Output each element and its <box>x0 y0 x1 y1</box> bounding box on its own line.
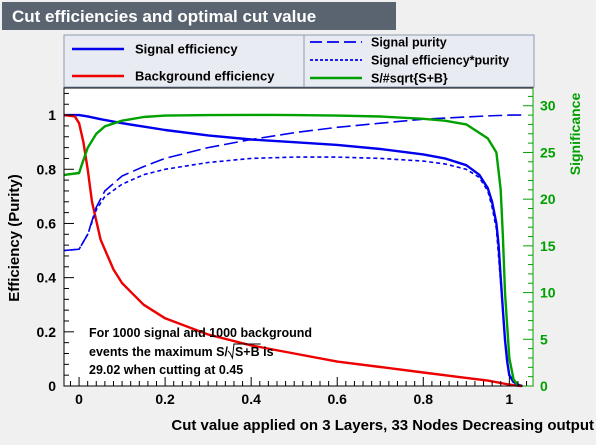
y2-tick-label: 10 <box>540 285 556 301</box>
series-line-5 <box>63 113 519 386</box>
y-axis-label: Efficiency (Purity) <box>6 174 23 302</box>
series-line-3 <box>63 114 523 252</box>
series-group <box>63 113 523 388</box>
y-tick-label: 0.4 <box>37 270 57 286</box>
y-tick-label: 0.8 <box>37 161 57 177</box>
legend-label-4: Signal efficiency*purity <box>371 54 509 68</box>
y2-tick-label: 5 <box>540 331 548 347</box>
y-axis-right: 0 5 10 15 20 25 30 <box>523 88 556 394</box>
series-line-4 <box>63 156 523 387</box>
annotation: For 1000 signal and 1000 background even… <box>89 326 312 377</box>
y-axis-left: 0 0.2 0.4 0.6 0.8 1 <box>37 92 74 394</box>
y2-tick-label: 30 <box>540 98 556 114</box>
legend-label-2: Background efficiency <box>135 69 275 84</box>
legend-left-box <box>63 34 305 88</box>
plot-area <box>64 88 533 386</box>
y-tick-label: 0.2 <box>37 324 57 340</box>
x-tick-label: 1 <box>505 391 513 407</box>
x-tick-label: 0 <box>75 391 83 407</box>
y2-tick-label: 20 <box>540 191 556 207</box>
x-tick-label: 0.6 <box>327 391 347 407</box>
x-axis: 0 0.2 0.4 0.6 0.8 1 <box>69 377 528 407</box>
annotation-line-2-prefix: events the maximum S/ <box>89 345 228 359</box>
x-tick-label: 0.2 <box>155 391 175 407</box>
legend-label-1: Signal efficiency <box>135 42 238 57</box>
annotation-line-3: 29.02 when cutting at 0.45 <box>89 363 243 377</box>
y2-tick-label: 25 <box>540 144 556 160</box>
chart-title: Cut efficiencies and optimal cut value <box>12 7 316 26</box>
legend-label-3: Signal purity <box>371 36 447 50</box>
y2-tick-label: 15 <box>540 238 556 254</box>
annotation-line-2-suffix: is <box>260 345 274 359</box>
annotation-line-2-radicand: S+B <box>235 345 260 359</box>
annotation-line-1: For 1000 signal and 1000 background <box>89 326 312 340</box>
annotation-line-2: events the maximum S/S+B is <box>89 345 274 359</box>
y2-tick-label: 0 <box>540 378 548 394</box>
y2-axis-label: Significance <box>567 93 583 176</box>
x-axis-label: Cut value applied on 3 Layers, 33 Nodes … <box>171 417 594 434</box>
legend-label-5: S/#sqrt{S+B} <box>371 72 448 86</box>
y-tick-label: 0.6 <box>37 215 57 231</box>
y-tick-label: 0 <box>48 378 56 394</box>
title-box <box>2 2 396 30</box>
x-tick-label: 0.4 <box>241 391 261 407</box>
x-tick-label: 0.8 <box>414 391 434 407</box>
legend: Signal efficiency Background efficiency Si… <box>72 36 509 86</box>
sqrt-symbol <box>227 343 261 360</box>
y-tick-label: 1 <box>48 107 56 123</box>
